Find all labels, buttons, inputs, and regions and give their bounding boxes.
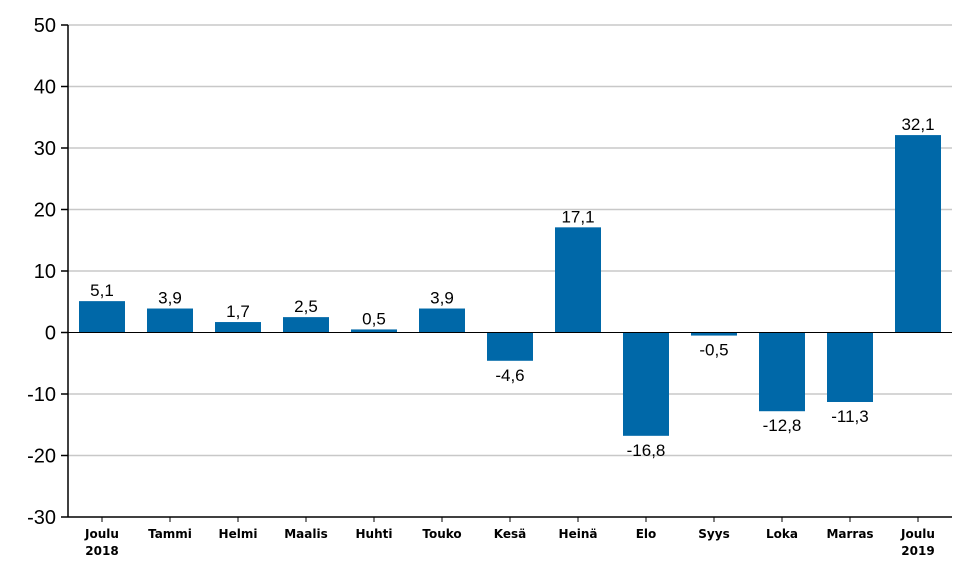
y-tick-label: 50 bbox=[34, 15, 56, 37]
bar bbox=[691, 332, 737, 336]
data-label: 2,5 bbox=[294, 297, 318, 316]
x-tick-label: 2018 bbox=[85, 544, 118, 558]
y-tick-label: 20 bbox=[34, 200, 56, 222]
x-tick-label: Syys bbox=[698, 527, 729, 541]
bars bbox=[79, 135, 941, 436]
y-tick-label: -20 bbox=[27, 446, 56, 468]
data-label: -12,8 bbox=[763, 416, 802, 435]
data-labels: 5,1 3,9 1,7 2,5 0,5 3,9 -4,6 17,1 -16,8 -0,5 -12,8… bbox=[90, 115, 934, 460]
data-label: 3,9 bbox=[430, 289, 454, 308]
data-label: 32,1 bbox=[901, 115, 934, 134]
bar bbox=[895, 135, 941, 333]
x-tick-label: Touko bbox=[422, 527, 461, 541]
y-tick-label: -30 bbox=[27, 507, 56, 529]
y-tick-label: -10 bbox=[27, 384, 56, 406]
bar bbox=[215, 322, 261, 333]
x-tick-label: Tammi bbox=[148, 527, 192, 541]
data-label: 1,7 bbox=[226, 302, 250, 321]
x-tick-label: Joulu bbox=[84, 527, 119, 541]
x-tick-label: Heinä bbox=[559, 527, 598, 541]
bar bbox=[283, 317, 329, 333]
bar bbox=[623, 332, 669, 436]
x-tick-label: Joulu bbox=[900, 527, 935, 541]
data-label: 5,1 bbox=[90, 281, 114, 300]
y-axis-tick-labels: -30 -20 -10 0 10 20 30 40 50 bbox=[27, 15, 68, 529]
data-label: -11,3 bbox=[831, 407, 869, 426]
y-tick-label: 30 bbox=[34, 138, 56, 160]
data-label: 17,1 bbox=[561, 207, 594, 226]
x-tick-label: Loka bbox=[766, 527, 798, 541]
y-tick-label: 40 bbox=[34, 77, 56, 99]
data-label: -0,5 bbox=[699, 341, 728, 360]
bar bbox=[79, 301, 125, 333]
data-label: 3,9 bbox=[158, 289, 182, 308]
x-tick-label: 2019 bbox=[901, 544, 934, 558]
x-tick-label: Maalis bbox=[284, 527, 328, 541]
y-tick-label: 0 bbox=[45, 323, 56, 345]
x-tick-label: Kesä bbox=[494, 527, 526, 541]
bar bbox=[827, 332, 873, 402]
x-tick-label: Marras bbox=[826, 527, 873, 541]
bar bbox=[419, 308, 465, 333]
data-label: -4,6 bbox=[495, 366, 524, 385]
bar bbox=[555, 227, 601, 333]
bar bbox=[759, 332, 805, 412]
data-label: 0,5 bbox=[362, 309, 386, 328]
gridlines bbox=[68, 24, 952, 457]
bar bbox=[487, 332, 533, 361]
x-axis-tick-labels: Joulu 2018 Tammi Helmi Maalis Huhti Touko Kesä H… bbox=[84, 517, 935, 558]
y-tick-label: 10 bbox=[34, 261, 56, 283]
bar bbox=[351, 329, 397, 333]
x-tick-label: Elo bbox=[636, 527, 657, 541]
bar bbox=[147, 308, 193, 333]
data-label: -16,8 bbox=[627, 441, 666, 460]
x-tick-label: Helmi bbox=[219, 527, 258, 541]
x-tick-label: Huhti bbox=[356, 527, 393, 541]
